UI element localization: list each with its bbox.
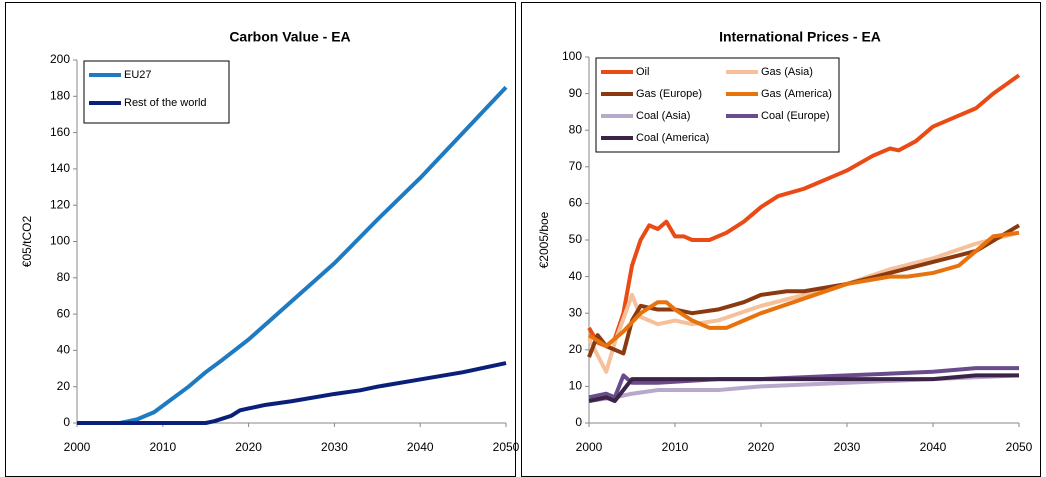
series-line [77,361,507,425]
legend-label: EU27 [124,69,152,81]
y-tick-label: 100 [562,49,582,63]
y-tick-label: 120 [50,197,70,211]
series-line [587,223,1021,358]
y-tick-label: 100 [50,234,70,248]
legend-box [595,57,840,153]
x-tick-label: 2000 [576,440,603,454]
legend-label: Gas (America) [761,88,832,100]
y-axis-label: €05/tCO2 [20,215,34,267]
series-line [587,230,1020,349]
y-tick-label: 50 [569,232,583,246]
x-tick-label: 2040 [407,440,434,454]
legend-label: Gas (Europe) [636,88,702,100]
y-tick-label: 60 [57,306,71,320]
y-tick-label: 80 [569,122,583,136]
x-tick-label: 2030 [834,440,861,454]
series-line [587,73,1021,349]
y-tick-label: 30 [569,305,583,319]
y-tick-label: 200 [50,52,70,66]
legend-label: Rest of the world [124,97,207,109]
chart-title: Carbon Value - EA [229,29,350,45]
x-tick-label: 2040 [920,440,947,454]
y-axis-label: €2005/boe [537,211,551,268]
y-tick-label: 160 [50,125,70,139]
y-tick-label: 70 [569,159,583,173]
series-line [588,373,1019,404]
chart-title: International Prices - EA [719,29,881,45]
x-tick-label: 2020 [235,440,262,454]
y-tick-label: 0 [63,415,70,429]
series-line [77,85,508,425]
y-tick-label: 40 [569,269,583,283]
y-tick-label: 80 [57,270,71,284]
series-line [587,230,1020,374]
y-tick-label: 40 [57,343,71,357]
x-tick-label: 2050 [1006,440,1033,454]
y-tick-label: 60 [569,196,583,210]
x-tick-label: 2010 [149,440,176,454]
y-tick-label: 140 [50,161,70,175]
legend-box [83,60,230,124]
x-tick-label: 2030 [321,440,348,454]
y-tick-label: 20 [57,379,71,393]
legend-label: Oil [636,66,649,78]
legend-label: Coal (Asia) [636,110,690,122]
y-tick-label: 10 [569,379,583,393]
y-tick-label: 20 [569,342,583,356]
x-tick-label: 2000 [64,440,91,454]
x-tick-label: 2050 [493,440,520,454]
y-tick-label: 90 [569,86,583,100]
legend-label: Gas (Asia) [761,66,813,78]
y-tick-label: 180 [50,88,70,102]
legend-label: Coal (Europe) [761,110,829,122]
y-tick-label: 0 [575,415,582,429]
legend-label: Coal (America) [636,132,709,144]
x-tick-label: 2010 [662,440,689,454]
x-tick-label: 2020 [748,440,775,454]
